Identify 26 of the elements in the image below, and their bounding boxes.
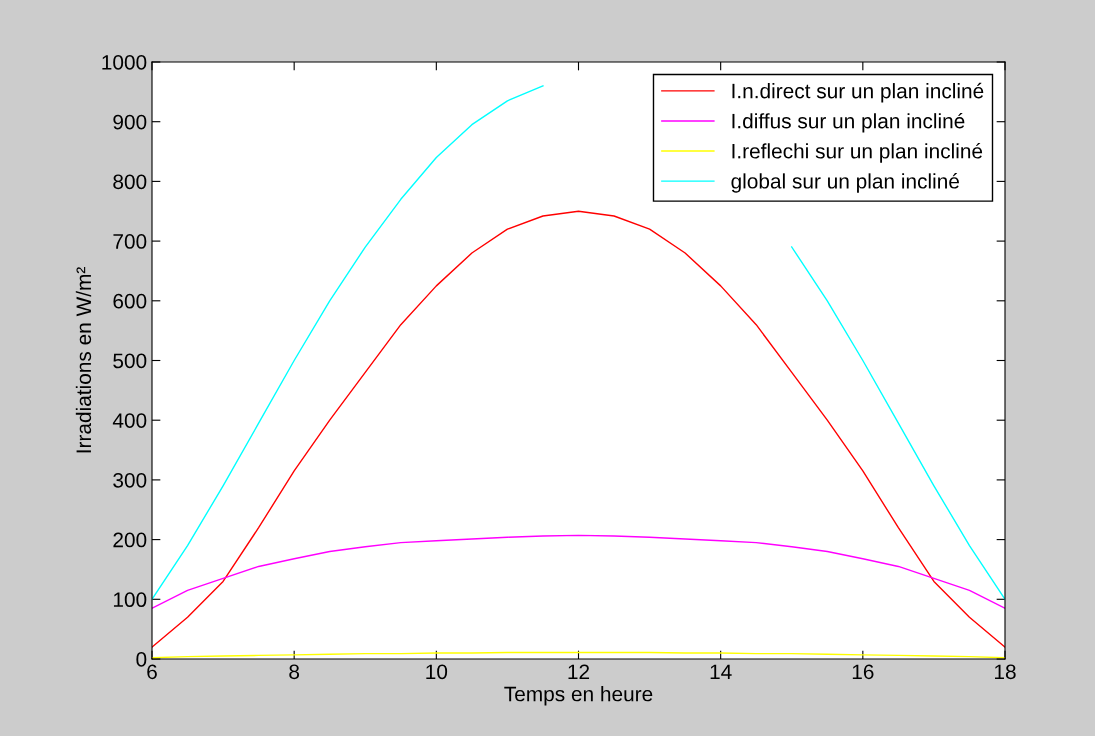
y-tick-label: 200	[113, 532, 147, 548]
x-tick-label: 18	[995, 664, 1016, 680]
y-tick-label: 500	[113, 353, 147, 369]
x-tick-label: 10	[426, 664, 448, 680]
x-tick-label: 16	[852, 664, 874, 680]
line-series	[152, 534, 1005, 609]
y-tick-label: 700	[113, 234, 147, 249]
y-tick-label: 100	[113, 592, 147, 608]
x-tick-label: 6	[147, 664, 157, 680]
x-tick-label: 12	[568, 664, 590, 679]
x-axis-title: Temps en heure	[504, 686, 653, 706]
legend-label: I.n.direct sur un plan incliné	[732, 82, 984, 103]
y-tick-label: 400	[112, 413, 147, 428]
x-tick-label: 8	[289, 664, 300, 680]
legend-label: I.diffus sur un plan incliné	[732, 112, 965, 133]
y-tick-label: 0	[136, 652, 147, 667]
y-tick-label: 800	[113, 174, 147, 190]
x-tick-label: 14	[710, 664, 732, 679]
y-tick-label: 1000	[102, 55, 147, 70]
line-series	[152, 210, 1005, 648]
y-tick-label: 900	[113, 114, 147, 130]
legend-label: I.reflechi sur un plan incliné	[732, 143, 983, 163]
y-tick-label: 600	[113, 293, 147, 309]
y-tick-label: 300	[113, 472, 147, 488]
y-axis-title: Irradiations en W/m²	[75, 267, 92, 453]
legend-label: global sur un plan incliné	[731, 173, 959, 193]
